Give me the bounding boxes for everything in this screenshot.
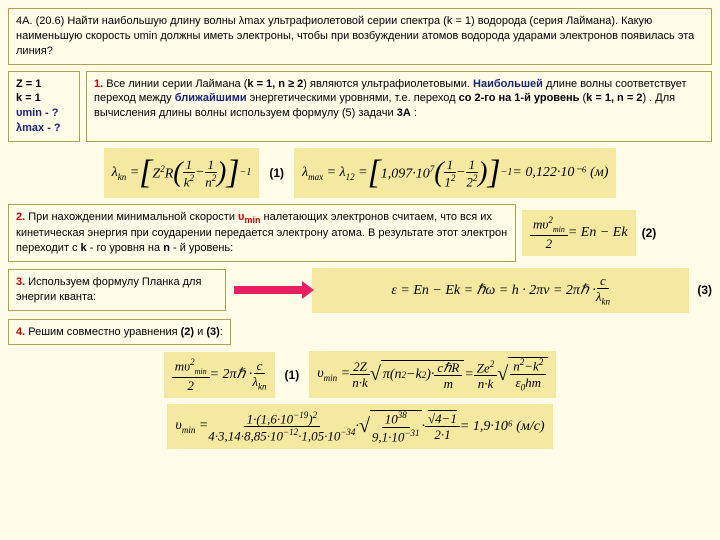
- lambda-result: = 0,122·10⁻⁶ (м): [512, 164, 608, 181]
- formula-3: ε = En − Ek = ℏω = h · 2πν = 2πℏ · cλkn: [312, 268, 689, 313]
- row-given-step1: Z = 1 k = 1 υmin - ? λmax - ? 1. Все лин…: [8, 71, 712, 142]
- f3-eq: ε = En − Ek = ℏω = h · 2πν = 2πℏ ·: [391, 282, 595, 299]
- step1-box: 1. Все линии серии Лаймана (k = 1, n ≥ 2…: [86, 71, 712, 142]
- step4-box: 4. Решим совместно уравнения (2) и (3):: [8, 319, 231, 346]
- formula-row-1: λkn = [ Z2R ( 1k2 − 1n2 ) ] −1 (1) λmax …: [8, 148, 712, 198]
- formula-1-right: λmax = λ12 = [ 1,097·107 ( 112 − 122 ) ]…: [294, 148, 616, 198]
- step2-box: 2. При нахождении минимальной скорости υ…: [8, 204, 516, 262]
- given-l3: υmin - ?: [16, 106, 72, 121]
- step3-box: 3. Используем формулу Планка для энергии…: [8, 269, 226, 311]
- f4-left: = 2πℏ ·: [210, 366, 253, 383]
- step2-text: 2. При нахождении минимальной скорости υ…: [16, 211, 507, 254]
- step1-prefix: 1.: [94, 78, 103, 90]
- formula-row-4: mυ2min2 = 2πℏ · cλkn (1) υmin = 2Zn·k √ …: [8, 351, 712, 398]
- given-l4: λmax - ?: [16, 121, 72, 136]
- formula-4-left: mυ2min2 = 2πℏ · cλkn: [164, 352, 275, 398]
- formula-4-right: υmin = 2Zn·k √ π(n2−k2)·cℏRm = Ze2n·k √ …: [309, 351, 556, 398]
- formula-row-5: υmin = 1·(1,6·10−19)24·3,14·8,85·10−12·1…: [8, 404, 712, 449]
- step3-text: 3. Используем формулу Планка для энергии…: [16, 276, 201, 303]
- arrow-icon: [234, 286, 304, 294]
- given-l2: k = 1: [16, 91, 72, 106]
- formula-1-label: (1): [269, 166, 284, 180]
- step4-text: 4. Решим совместно уравнения (2) и (3):: [16, 326, 223, 338]
- formula-2-label: (2): [642, 226, 657, 240]
- given-l1: Z = 1: [16, 77, 72, 92]
- given-box: Z = 1 k = 1 υmin - ? λmax - ?: [8, 71, 80, 142]
- formula-2: mυ2min2 = En − Ek: [522, 210, 636, 256]
- f2-eq: = En − Ek: [568, 225, 628, 241]
- row-step3: 3. Используем формулу Планка для энергии…: [8, 268, 712, 313]
- formula-1-left: λkn = [ Z2R ( 1k2 − 1n2 ) ] −1: [104, 148, 260, 198]
- formula-2-col: mυ2min2 = En − Ek (2): [522, 204, 712, 262]
- row-step2: 2. При нахождении минимальной скорости υ…: [8, 204, 712, 262]
- formula-4-label: (1): [285, 368, 300, 382]
- vmin-result: = 1,9·10⁶ (м/с): [460, 419, 545, 435]
- problem-statement: 4A. (20.6) Найти наибольшую длину волны …: [8, 8, 712, 65]
- step1-text: Все линии серии Лаймана (k = 1, n ≥ 2) я…: [94, 78, 687, 120]
- problem-text: 4A. (20.6) Найти наибольшую длину волны …: [16, 15, 694, 57]
- formula-3-label: (3): [697, 283, 712, 297]
- formula-5: υmin = 1·(1,6·10−19)24·3,14·8,85·10−12·1…: [167, 404, 552, 449]
